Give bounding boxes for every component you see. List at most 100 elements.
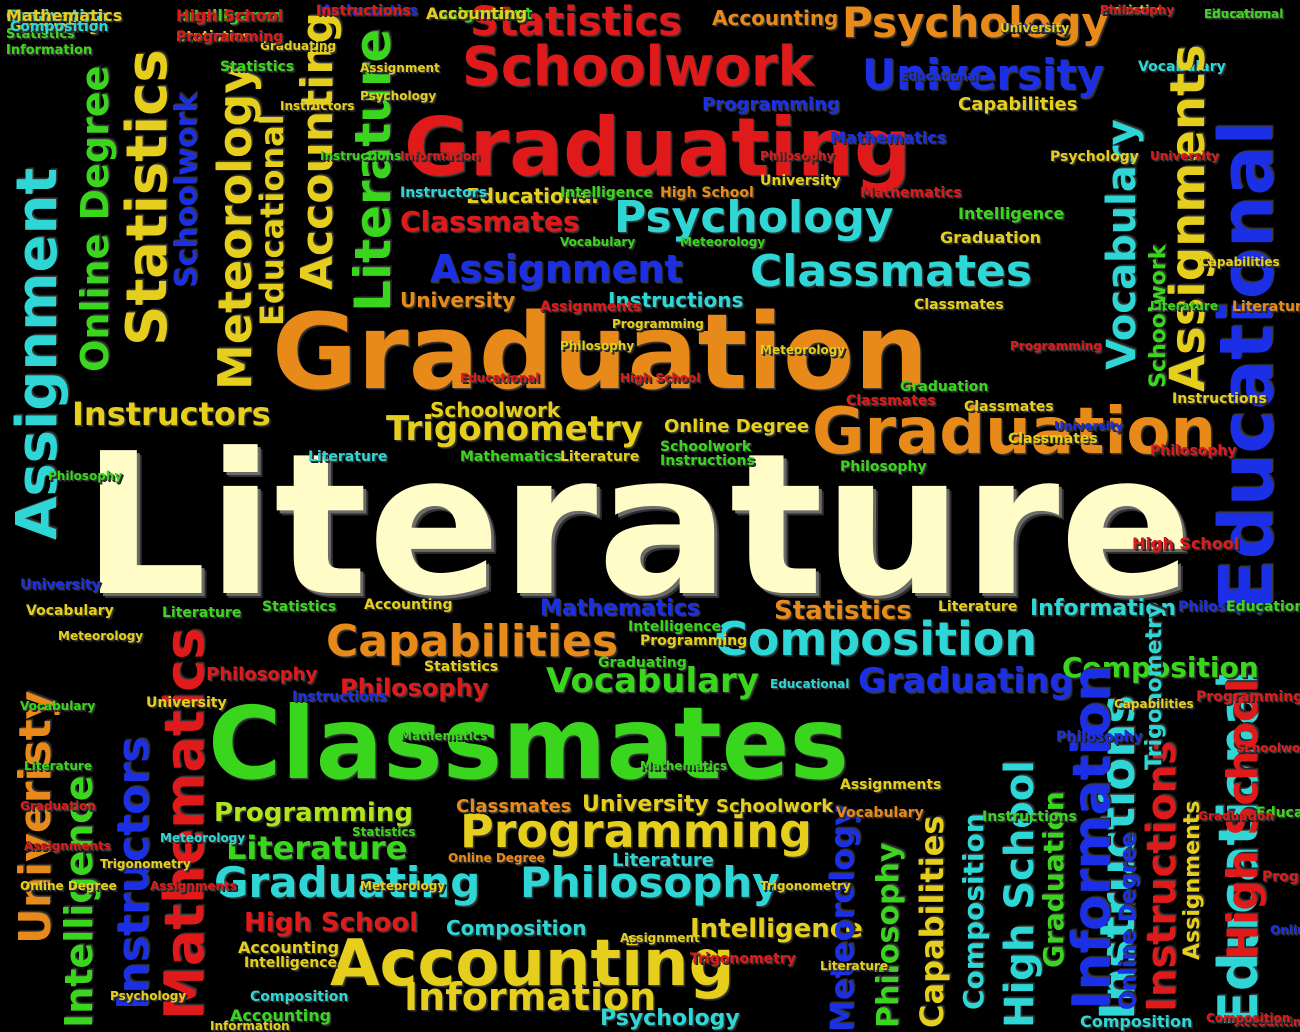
word-statistics: Statistics: [220, 59, 295, 75]
word-university: University: [400, 288, 516, 312]
word-philosophy: Philosophy: [48, 469, 123, 483]
word-mathematics: Mathematics: [830, 128, 947, 147]
word-psychology: Psychology: [842, 0, 1109, 47]
word-information: Information: [6, 43, 93, 58]
word-statistics: Statistics: [352, 825, 416, 839]
word-schoolwork: Schoolwork: [660, 439, 752, 455]
word-programming: Programming: [612, 317, 704, 331]
word-assignment: Assignment: [430, 247, 683, 291]
word-graduating: Graduating: [404, 101, 912, 194]
word-literature: Literature: [1232, 299, 1300, 315]
word-graduation: Graduation: [1198, 809, 1274, 823]
word-instructions: Instructions: [320, 149, 402, 163]
word-assignments: Assignments: [840, 777, 942, 793]
word-instructors: Instructors: [400, 185, 487, 201]
word-accounting: Accounting: [426, 4, 528, 23]
word-educational: Educational: [1226, 599, 1300, 615]
word-online-degree: Online Degree: [448, 851, 545, 865]
word-psychology: Psychology: [600, 1006, 740, 1031]
word-intelligence: Intelligence: [244, 955, 338, 971]
word-high-school: High School: [660, 185, 754, 201]
word-graduation: Graduation: [6, 6, 107, 25]
word-trigonometry: Trigonometry: [386, 409, 643, 449]
word-university: University: [1000, 21, 1070, 35]
word-information: Information: [210, 1019, 290, 1032]
word-composition: Composition: [250, 989, 349, 1005]
word-university: University: [862, 50, 1104, 99]
word-schoolwork: Schoolwork: [169, 92, 204, 288]
word-university: University: [20, 577, 101, 593]
word-literature: Literature: [820, 959, 888, 973]
word-mathematics: Mathematics: [400, 729, 488, 743]
word-intelligence: Intelligence: [958, 204, 1065, 223]
word-schoolwork: Schoolwork: [1146, 244, 1171, 388]
word-university: University: [1150, 149, 1220, 163]
word-assignment: Assignment: [426, 4, 533, 23]
word-composition: Composition: [1206, 1011, 1291, 1025]
word-instructions: Instructions: [982, 809, 1077, 825]
word-assignments: Assignments: [150, 879, 237, 893]
word-vocabulary: Vocabulary: [836, 805, 924, 821]
word-programming: Programming: [640, 633, 748, 649]
word-statistics: Statistics: [1100, 3, 1164, 17]
word-intelligence: Intelligence: [57, 775, 101, 1028]
word-educational: Educational: [900, 69, 980, 83]
word-statistics: Statistics: [262, 599, 337, 615]
word-classmates: Classmates: [208, 685, 850, 802]
word-information: Information: [6, 43, 93, 58]
word-educational: Educational: [1204, 7, 1284, 21]
word-psychology: Psychology: [614, 192, 894, 243]
word-high-school: High School: [244, 908, 419, 938]
word-university: University: [146, 695, 227, 711]
word-graduating: Graduating: [858, 661, 1074, 701]
word-instructors: Instructors: [280, 99, 355, 113]
word-graduation: Graduation: [272, 291, 929, 413]
word-classmates: Classmates: [914, 297, 1004, 313]
word-graduating: Graduating: [10, 19, 99, 35]
word-graduation: Graduation: [20, 799, 96, 813]
word-statistics: Statistics: [1000, 21, 1064, 35]
word-trigonometry: Trigonometry: [100, 857, 191, 871]
word-meteorology: Meteorology: [160, 831, 246, 845]
word-classmates: Classmates: [1008, 431, 1098, 447]
word-instructions: Instructions: [1172, 391, 1267, 407]
word-literature: Literature: [612, 850, 714, 871]
word-assignment: Assignment: [360, 61, 440, 75]
word-intelligence: Intelligence: [176, 6, 283, 25]
word-statistics: Statistics: [6, 27, 75, 42]
word-classmates: Classmates: [750, 246, 1033, 297]
word-mathematics: Mathematics: [6, 6, 123, 25]
word-meteorology: Meteorology: [360, 879, 446, 893]
word-educational: Educational: [1256, 805, 1300, 821]
word-vocabulary: Vocabulary: [20, 699, 96, 713]
word-mathematics: Mathematics: [316, 3, 418, 19]
word-capabilities: Capabilities: [1114, 697, 1194, 711]
word-schoolwork: Schoolwork: [716, 796, 834, 817]
word-assignments: Assignments: [540, 299, 642, 315]
word-meteorology: Meteorology: [680, 235, 766, 249]
word-programming: Programming: [176, 29, 284, 45]
word-online-degree: Online Degree: [1116, 832, 1141, 1010]
word-educational: Educational: [253, 114, 291, 326]
word-meteorology: Meteorology: [58, 629, 144, 643]
word-assignments: Assignments: [1160, 44, 1216, 392]
word-high-school: High School: [620, 371, 701, 385]
word-statistics: Statistics: [176, 29, 251, 45]
word-assignment: Assignment: [620, 931, 700, 945]
word-accounting: Accounting: [364, 597, 453, 613]
word-assignments: Assignments: [24, 839, 111, 853]
word-philosophy: Philosophy: [560, 339, 635, 353]
word-literature: Literature: [226, 829, 408, 867]
word-meteorology: Meteorology: [823, 804, 861, 1032]
word-composition: Composition: [1080, 1012, 1193, 1031]
word-high-school: High School: [1132, 534, 1240, 553]
word-programming: Programming: [460, 804, 812, 858]
word-information: Information: [1030, 596, 1176, 621]
word-statistics: Statistics: [470, 0, 682, 45]
word-philosophy: Philosophy: [1100, 3, 1175, 17]
word-literature: Literature: [82, 412, 1193, 640]
word-high-school: High School: [997, 760, 1043, 1028]
word-classmates: Classmates: [400, 205, 580, 238]
word-instructions: Instructions: [292, 689, 387, 705]
